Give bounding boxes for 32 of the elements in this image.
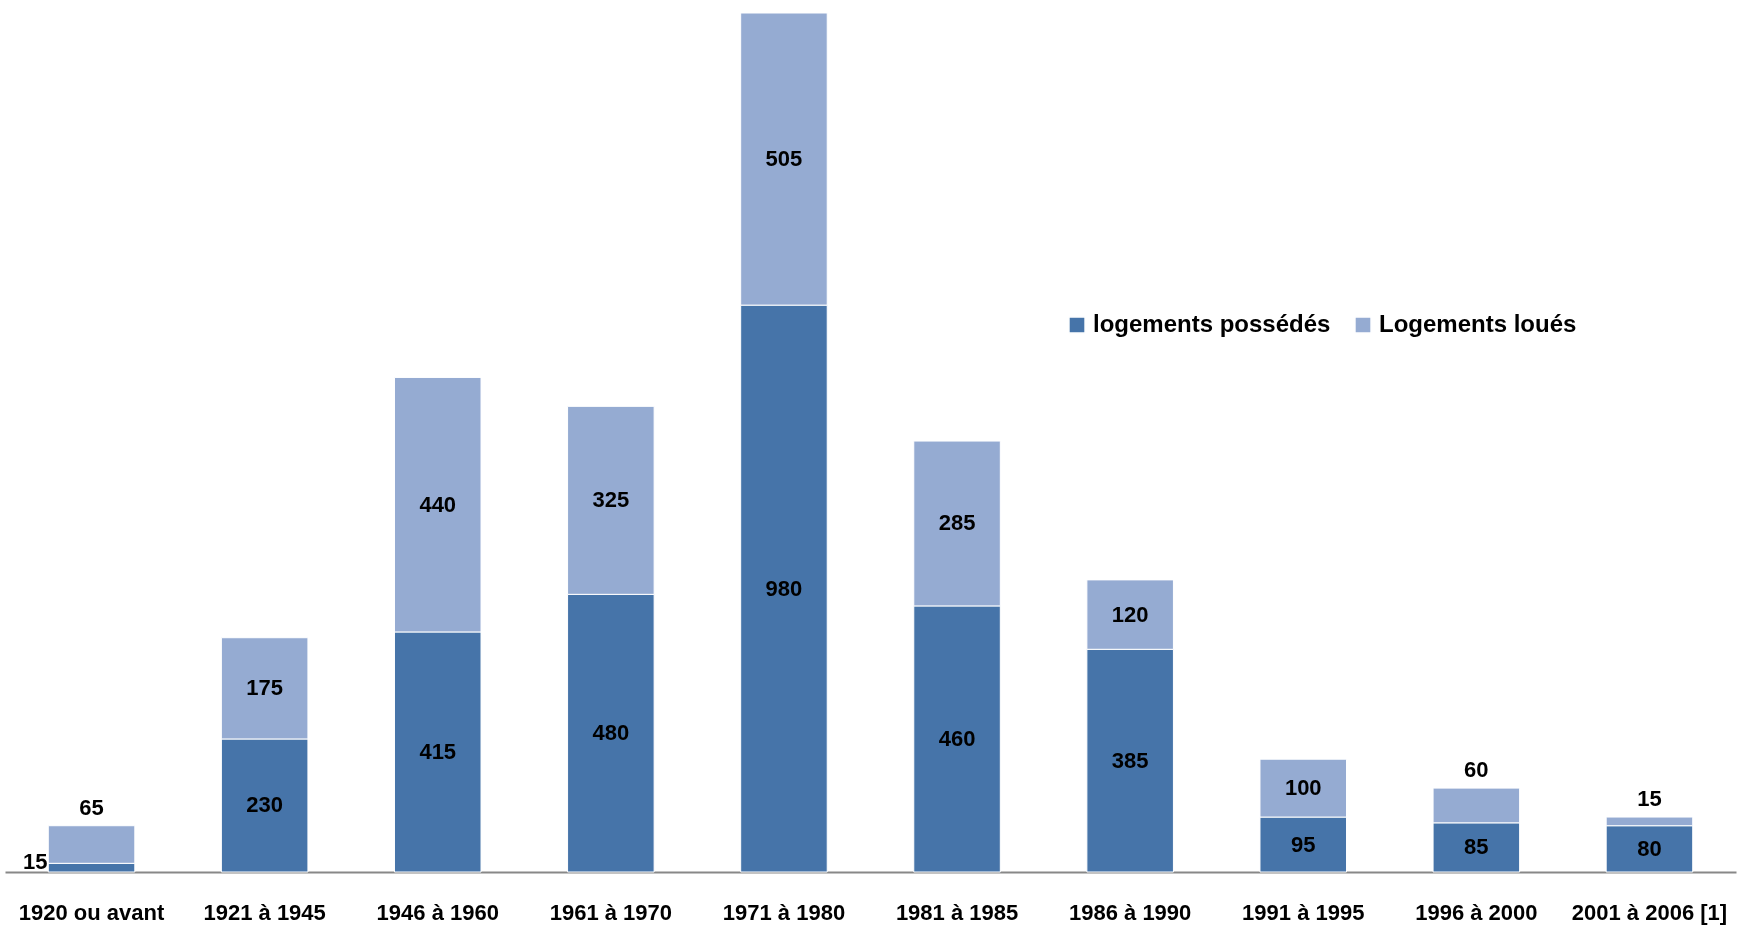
- x-tick-label: 1961 à 1970: [549, 899, 673, 925]
- data-label: 415: [419, 738, 457, 764]
- data-label: 385: [1111, 747, 1149, 773]
- data-label: 15: [23, 848, 48, 874]
- data-label: 120: [1111, 601, 1149, 627]
- x-tick-label: 1991 à 1995: [1242, 899, 1365, 925]
- x-tick-label: 1971 à 1980: [722, 899, 846, 925]
- legend-label: logements possédés: [1093, 310, 1331, 337]
- data-label: 285: [938, 510, 976, 536]
- data-label: 95: [1291, 831, 1316, 857]
- data-label: 85: [1464, 834, 1489, 860]
- x-tick-label: 1921 à 1945: [203, 899, 326, 925]
- legend-label: Logements loués: [1379, 310, 1577, 337]
- data-label: 325: [592, 487, 630, 513]
- data-label: 175: [246, 675, 284, 701]
- data-label: 505: [765, 146, 803, 172]
- data-label: 480: [592, 720, 630, 746]
- data-label: 230: [246, 792, 284, 818]
- x-tick-label: 1996 à 2000: [1415, 899, 1538, 925]
- x-tick-label: 1946 à 1960: [376, 899, 499, 925]
- x-tick-label: 1920 ou avant: [18, 899, 165, 925]
- data-label: 15: [1637, 786, 1662, 812]
- data-label: 980: [765, 575, 803, 601]
- x-tick-label: 1981 à 1985: [895, 899, 1019, 925]
- data-label: 60: [1464, 757, 1489, 783]
- data-label: 80: [1637, 835, 1662, 861]
- x-tick-label: 2001 à 2006 [1]: [1571, 899, 1728, 925]
- data-label: 100: [1284, 775, 1322, 801]
- data-label: 460: [938, 725, 976, 751]
- x-tick-label: 1986 à 1990: [1068, 899, 1192, 925]
- data-label: 65: [79, 794, 104, 820]
- data-label: 440: [419, 491, 457, 517]
